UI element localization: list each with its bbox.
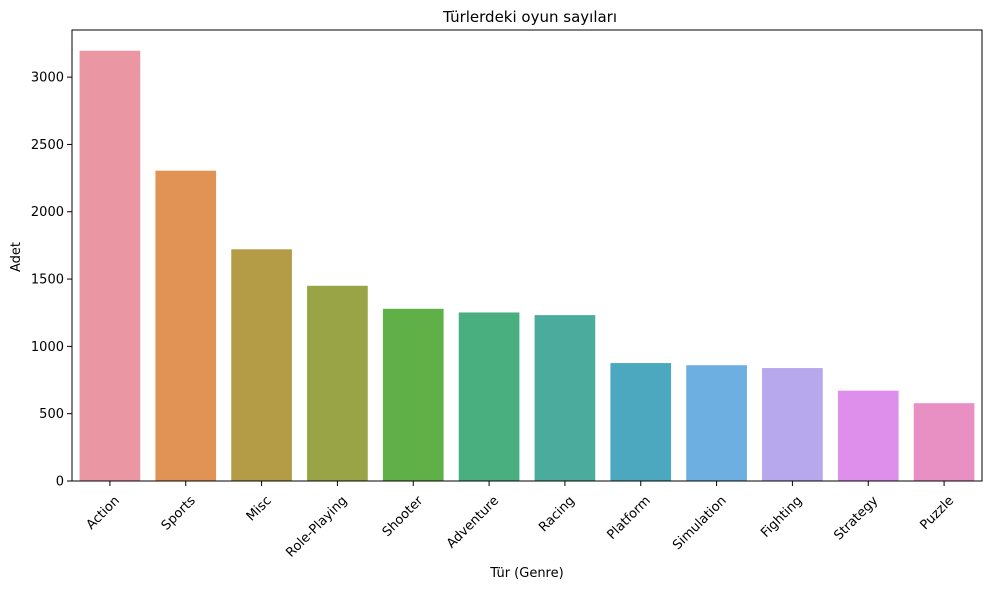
x-tick-label-platform: Platform xyxy=(604,493,653,542)
x-tick-label-shooter: Shooter xyxy=(380,493,427,540)
chart-title: Türlerdeki oyun sayıları xyxy=(442,8,617,26)
y-axis: 0 500 1000 1500 2000 2500 3000 xyxy=(31,71,72,490)
x-tick-label-role-playing: Role-Playing xyxy=(283,493,350,560)
bar-racing xyxy=(534,315,596,481)
y-tick-label: 1500 xyxy=(31,273,64,288)
x-tick-label-fighting: Fighting xyxy=(758,493,805,540)
bar-shooter xyxy=(382,308,444,481)
y-tick-label: 3000 xyxy=(31,71,64,86)
y-tick-label: 2000 xyxy=(31,205,64,220)
x-tick-label-racing: Racing xyxy=(536,493,578,535)
bar-puzzle xyxy=(913,403,975,481)
bar-role-playing xyxy=(307,285,368,481)
bar-misc xyxy=(231,249,292,481)
bar-platform xyxy=(610,363,672,481)
x-axis-title: Tür (Genre) xyxy=(489,566,563,581)
bar-fighting xyxy=(762,368,823,481)
bar-strategy xyxy=(837,390,899,481)
plot-frame xyxy=(71,29,983,482)
bar-sports xyxy=(155,170,217,482)
x-axis: Action Sports Misc Role-Playing Shooter Adven… xyxy=(84,481,957,561)
x-tick-label-strategy: Strategy xyxy=(831,493,881,543)
x-tick-label-puzzle: Puzzle xyxy=(917,493,957,533)
bars-group xyxy=(79,50,975,482)
y-axis-title: Adet xyxy=(9,242,24,272)
bar-action xyxy=(79,50,141,481)
y-tick-label: 2500 xyxy=(31,138,64,153)
x-tick-label-simulation: Simulation xyxy=(670,493,730,553)
bar-simulation xyxy=(686,365,747,481)
x-tick-label-misc: Misc xyxy=(244,493,275,524)
bar-adventure xyxy=(458,312,520,481)
y-tick-label: 0 xyxy=(56,475,64,490)
y-tick-label: 500 xyxy=(39,407,64,422)
x-tick-label-adventure: Adventure xyxy=(444,493,502,551)
y-tick-label: 1000 xyxy=(31,340,64,355)
x-tick-label-action: Action xyxy=(84,493,123,532)
x-tick-label-sports: Sports xyxy=(159,493,199,533)
